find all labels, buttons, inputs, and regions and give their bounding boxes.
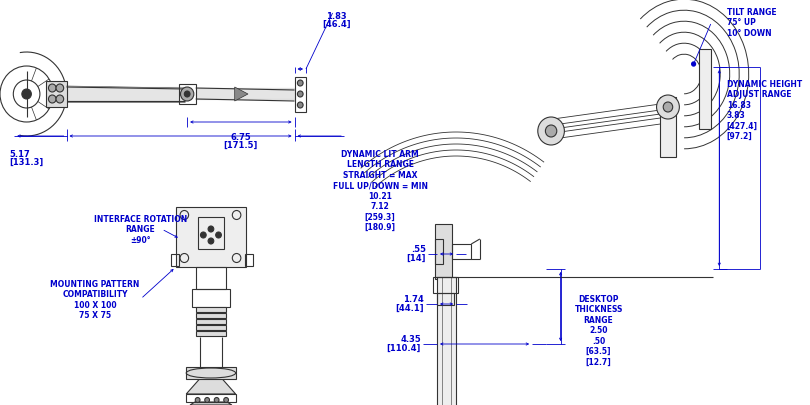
Circle shape [663,103,673,113]
Bar [196,313,226,318]
Circle shape [49,96,56,104]
Circle shape [297,81,303,87]
Circle shape [56,85,64,93]
Circle shape [49,85,56,93]
Bar [196,267,226,289]
Circle shape [224,398,228,403]
Circle shape [692,63,696,67]
Circle shape [195,398,200,403]
Bar [699,50,710,130]
Text: [171.5]: [171.5] [224,141,258,149]
Circle shape [538,118,565,146]
Bar [196,319,226,324]
Bar [198,217,224,249]
Bar [295,78,306,113]
Circle shape [215,232,221,239]
Bar [196,325,226,330]
Circle shape [205,398,210,403]
Circle shape [297,103,303,109]
Text: 1.83: 1.83 [326,12,347,21]
Text: [14]: [14] [406,253,426,262]
Bar [245,254,253,266]
Text: .55: .55 [411,245,426,254]
Circle shape [201,232,207,239]
Polygon shape [235,88,248,102]
Bar [437,293,454,305]
Bar [660,98,676,158]
Text: 1.74: 1.74 [403,295,424,304]
Circle shape [545,126,556,138]
Text: [110.4]: [110.4] [386,343,421,352]
Bar [452,244,471,259]
Bar [45,82,66,108]
Text: [44.1]: [44.1] [395,303,424,312]
Bar [186,394,236,402]
Text: DESKTOP
THICKNESS
RANGE
2.50
.50
[63.5]
[12.7]: DESKTOP THICKNESS RANGE 2.50 .50 [63.5] … [574,294,623,365]
Bar [435,224,452,279]
Text: DYNAMIC LIT ARM
LENGTH RANGE
STRAIGHT = MAX
FULL UP/DOWN = MIN
10.21
7.12
[259.3: DYNAMIC LIT ARM LENGTH RANGE STRAIGHT = … [333,149,428,231]
Circle shape [181,88,194,102]
Bar [176,207,246,267]
Circle shape [185,92,190,98]
Bar [192,289,230,307]
Bar [435,239,443,264]
Bar [171,254,179,266]
Polygon shape [186,379,236,394]
Text: INTERFACE ROTATION
RANGE
±90°: INTERFACE ROTATION RANGE ±90° [94,215,187,244]
Text: TILT RANGE
75° UP
10° DOWN: TILT RANGE 75° UP 10° DOWN [727,8,777,38]
Text: 5.17: 5.17 [10,149,30,159]
Text: [131.3]: [131.3] [10,158,44,166]
Circle shape [215,398,219,403]
Bar [186,367,236,379]
Circle shape [657,96,680,120]
Circle shape [22,90,32,100]
Bar [433,277,458,293]
Bar [196,307,226,312]
Circle shape [56,96,64,104]
Circle shape [208,226,214,232]
Text: [46.4]: [46.4] [322,20,351,29]
Text: MOUNTING PATTERN
COMPATIBILITY
100 X 100
75 X 75: MOUNTING PATTERN COMPATIBILITY 100 X 100… [50,279,139,320]
Circle shape [208,239,214,244]
Bar [437,277,456,405]
Text: DYNAMIC HEIGHT
ADJUST RANGE
16.83
3.83
[427.4]
[97.2]: DYNAMIC HEIGHT ADJUST RANGE 16.83 3.83 [… [727,80,802,141]
Text: 6.75: 6.75 [230,133,251,142]
Text: 4.35: 4.35 [400,335,421,344]
Circle shape [297,92,303,98]
Bar [179,85,196,105]
Polygon shape [190,402,232,405]
Bar [196,331,226,336]
